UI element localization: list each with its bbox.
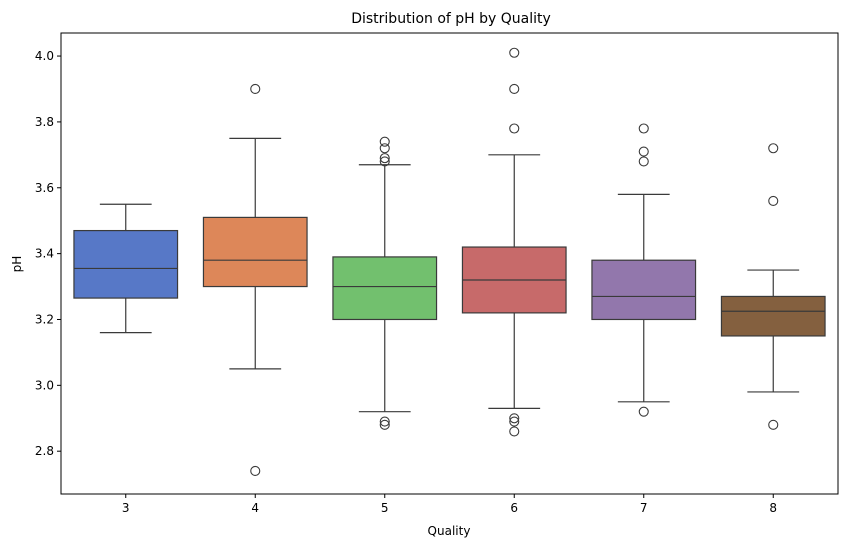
outlier-point — [379, 416, 390, 427]
outlier-point — [509, 426, 520, 437]
outlier-point — [379, 143, 390, 154]
outlier-point — [509, 413, 520, 424]
outlier-point — [250, 465, 261, 477]
x-tick-label: 4 — [251, 501, 259, 515]
outlier-point — [379, 156, 390, 167]
box-iqr — [591, 259, 697, 321]
outlier-point — [509, 416, 520, 427]
outlier-point — [509, 47, 520, 58]
outlier-point — [638, 146, 649, 157]
box-iqr — [332, 256, 438, 321]
y-tick-label: 3.6 — [35, 181, 54, 195]
x-tick-label: 8 — [769, 501, 777, 515]
chart-title: Distribution of pH by Quality — [351, 11, 551, 27]
outlier-point — [638, 123, 649, 134]
y-axis-label: pH — [10, 256, 24, 273]
outlier-point — [379, 153, 390, 164]
outlier-point — [250, 83, 261, 95]
x-tick-label: 6 — [510, 501, 518, 515]
outlier-point — [509, 83, 520, 95]
y-tick-label: 3.2 — [35, 312, 54, 326]
outlier-point — [768, 195, 779, 206]
outlier-point — [509, 123, 520, 134]
outlier-point — [638, 156, 649, 167]
x-axis-label: Quality — [428, 524, 471, 538]
plot-area: 2.8 3.0 3.2 3.4 3.6 3.8 4.0 3 4 5 6 7 8 — [35, 47, 826, 515]
outlier-point — [638, 406, 649, 417]
y-tick-label: 2.8 — [35, 444, 54, 458]
outlier-point — [379, 136, 390, 147]
y-tick-label: 3.0 — [35, 378, 54, 392]
box-iqr — [73, 229, 179, 299]
x-tick-label: 3 — [122, 501, 130, 515]
outlier-point — [768, 143, 779, 154]
axes-frame — [60, 32, 839, 495]
outlier-point — [379, 419, 390, 430]
x-tick-label: 5 — [381, 501, 389, 515]
box-iqr — [202, 216, 308, 288]
x-tick-label: 7 — [640, 501, 648, 515]
y-tick-label: 3.8 — [35, 115, 54, 129]
box-iqr — [720, 295, 826, 337]
outlier-point — [768, 419, 779, 430]
y-tick-label: 4.0 — [35, 49, 54, 63]
y-tick-label: 3.4 — [35, 247, 54, 261]
